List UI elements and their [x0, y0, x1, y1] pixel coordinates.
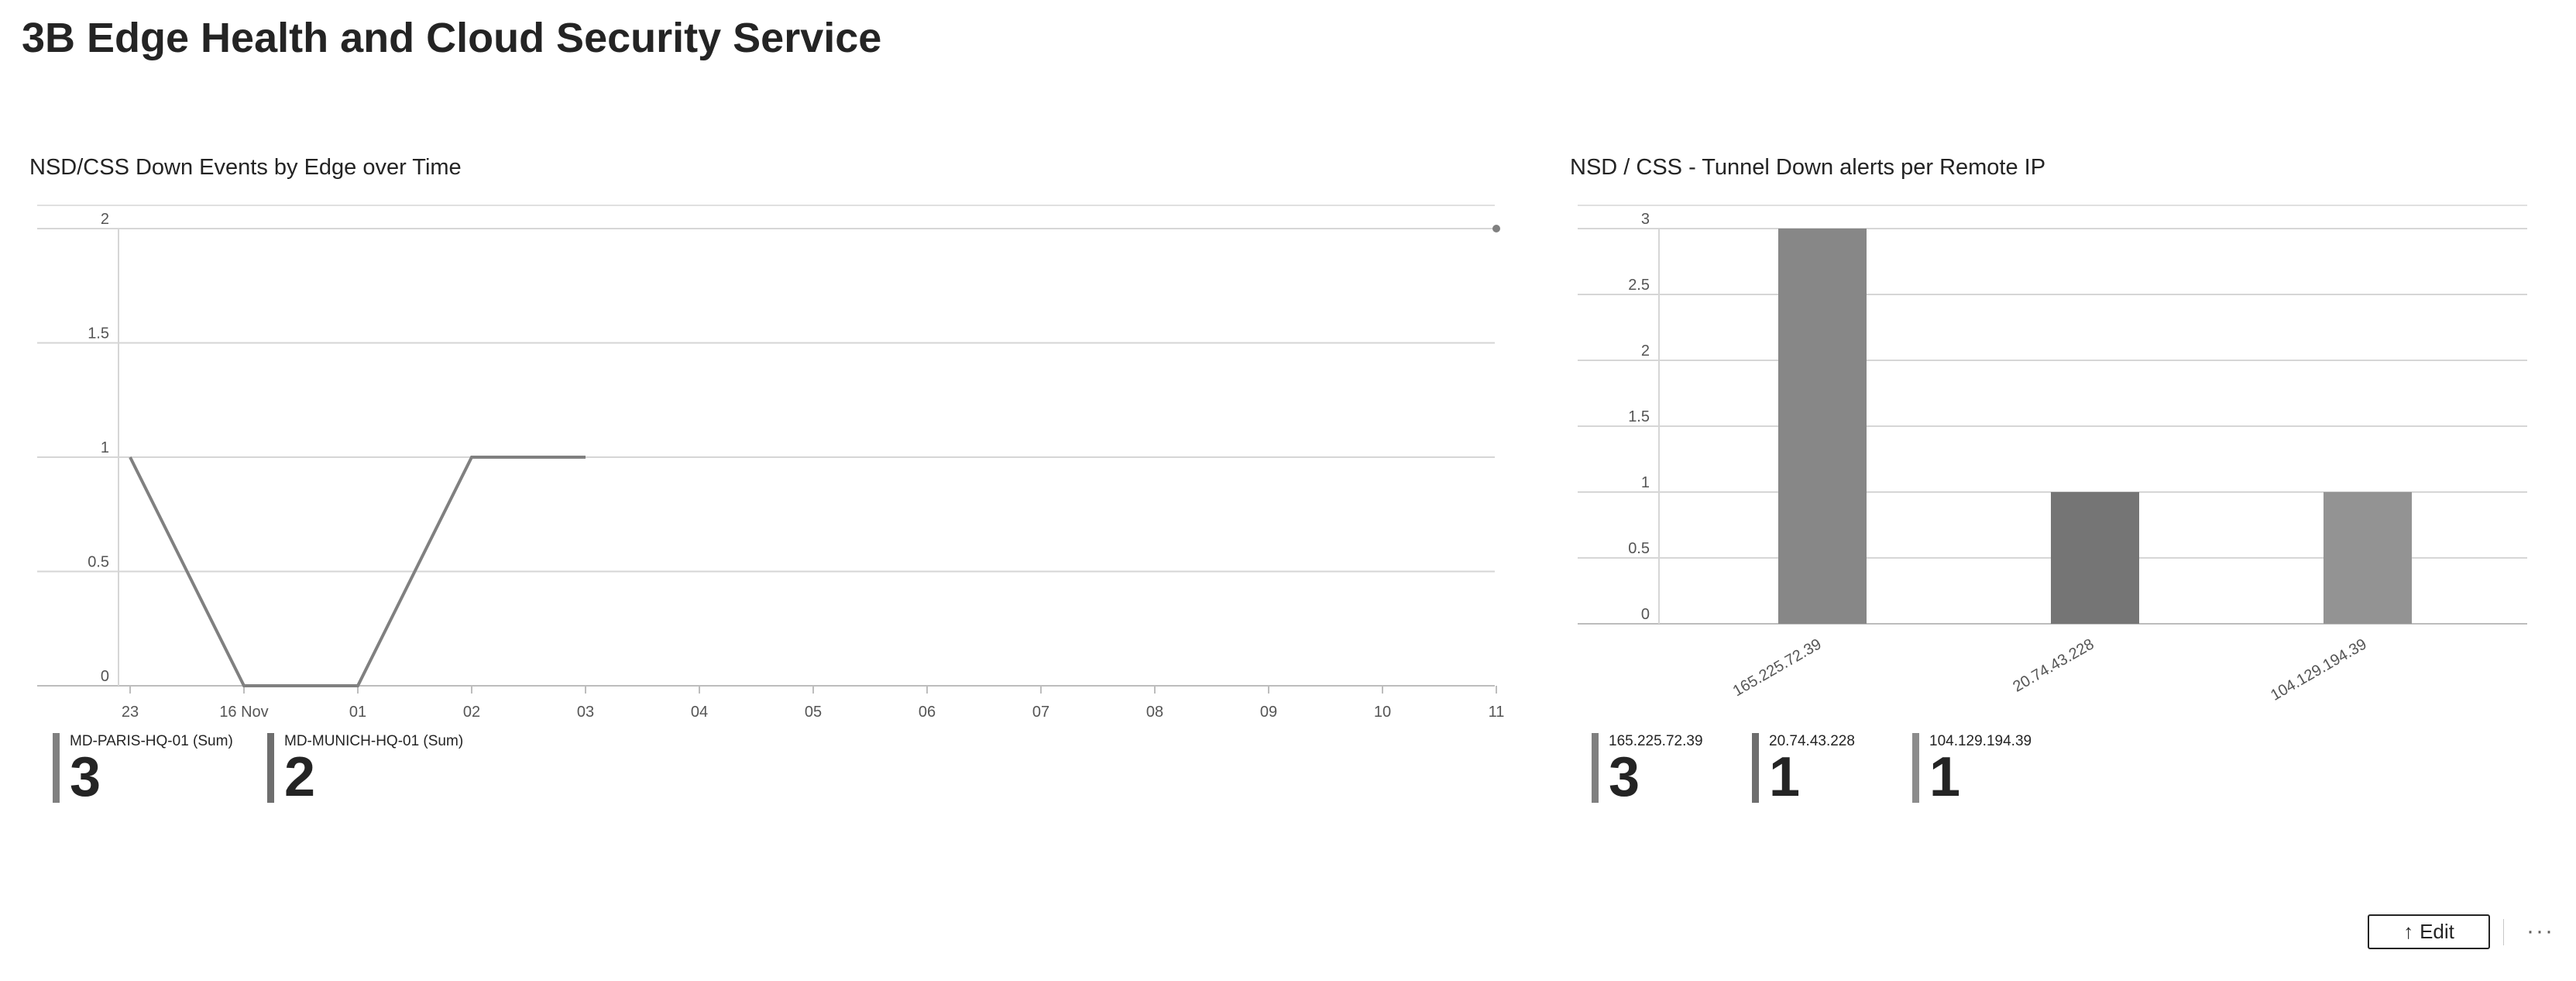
bar-3 [2324, 492, 2412, 624]
legend-category-name: 104.129.194.39 [1929, 733, 2032, 749]
legend-color-mark [1592, 733, 1599, 803]
edit-button[interactable]: ↑ Edit [2368, 914, 2490, 949]
legend-series-total: 3 [70, 746, 101, 808]
legend-color-mark [53, 733, 60, 803]
y-tick-label: 0 [101, 668, 109, 685]
line-chart: 0 0.5 1 1.5 2 23 16 Nov 01 02 03 04 05 06 07 08 09 10 11 [37, 205, 1505, 721]
x-tick-label: 09 [1260, 704, 1277, 721]
arrow-up-icon: ↑ [2403, 920, 2414, 943]
y-tick-label: 1.5 [1628, 408, 1650, 425]
bar-chart: 0 0.5 1 1.5 2 2.5 3 165.225.72.39 20.74.43.228 10… [1578, 205, 2527, 704]
x-tick-label: 16 Nov [219, 704, 268, 721]
x-tick-label: 07 [1032, 704, 1049, 721]
y-tick-label: 1 [101, 439, 109, 456]
legend-category-value: 1 [1769, 746, 1801, 808]
legend-series-name: MD-MUNICH-HQ-01 (Sum) [284, 733, 464, 749]
bar-chart-panel[interactable]: NSD / CSS - Tunnel Down alerts per Remot… [1570, 155, 2530, 821]
y-tick-label: 0.5 [88, 554, 109, 571]
y-tick-label: 0 [1641, 606, 1650, 623]
y-tick-label: 0.5 [1628, 540, 1650, 557]
bar-chart-legend: 165.225.72.39 3 20.74.43.228 1 104.129.1… [1592, 733, 2084, 808]
x-tick-label: 23 [122, 704, 139, 721]
legend-category-value: 1 [1929, 746, 1961, 808]
toolbar-divider [2503, 919, 2504, 945]
legend-category-name: 165.225.72.39 [1609, 733, 1703, 749]
x-tick-label: 05 [805, 704, 822, 721]
y-tick-label: 3 [1641, 211, 1650, 228]
bar-1 [1778, 229, 1867, 624]
x-tick-label: 08 [1146, 704, 1163, 721]
y-tick-label: 1 [1641, 474, 1650, 491]
legend-item-paris[interactable]: MD-PARIS-HQ-01 (Sum) 3 [53, 733, 267, 808]
page-title: 3B Edge Health and Cloud Security Servic… [22, 15, 882, 61]
series-point-2 [1492, 225, 1500, 232]
legend-color-mark [1912, 733, 1919, 803]
y-tick-label: 2 [101, 211, 109, 228]
series-line-1 [129, 456, 586, 687]
legend-color-mark [267, 733, 274, 803]
bar-2 [2051, 492, 2139, 624]
x-category-label: 165.225.72.39 [1730, 635, 1825, 700]
legend-series-total: 2 [284, 746, 316, 808]
x-tick-label: 02 [463, 704, 480, 721]
y-tick-label: 2 [1641, 342, 1650, 360]
x-category-label: 20.74.43.228 [2010, 635, 2097, 695]
x-tick-label: 10 [1374, 704, 1391, 721]
more-options-button[interactable]: ··· [2526, 918, 2554, 944]
x-tick-label: 06 [919, 704, 936, 721]
legend-series-name: MD-PARIS-HQ-01 (Sum) [70, 733, 233, 749]
edit-button-label: Edit [2420, 920, 2454, 943]
x-category-label: 104.129.194.39 [2268, 635, 2369, 704]
y-tick-label: 1.5 [88, 325, 109, 342]
x-tick-label: 03 [577, 704, 594, 721]
line-chart-legend: MD-PARIS-HQ-01 (Sum) 3 MD-MUNICH-HQ-01 (… [53, 733, 501, 808]
bar-chart-title: NSD / CSS - Tunnel Down alerts per Remot… [1570, 155, 2046, 180]
y-tick-label: 2.5 [1628, 277, 1650, 294]
legend-item-ip-2[interactable]: 20.74.43.228 1 [1752, 733, 1912, 808]
legend-category-name: 20.74.43.228 [1769, 733, 1855, 749]
legend-item-ip-3[interactable]: 104.129.194.39 1 [1912, 733, 2084, 808]
legend-item-ip-1[interactable]: 165.225.72.39 3 [1592, 733, 1752, 808]
x-tick-label: 01 [349, 704, 366, 721]
legend-color-mark [1752, 733, 1759, 803]
legend-item-munich[interactable]: MD-MUNICH-HQ-01 (Sum) 2 [267, 733, 501, 808]
line-chart-title: NSD/CSS Down Events by Edge over Time [29, 155, 462, 180]
legend-category-value: 3 [1609, 746, 1640, 808]
x-tick-label: 04 [691, 704, 708, 721]
x-tick-label: 11 [1489, 704, 1505, 721]
